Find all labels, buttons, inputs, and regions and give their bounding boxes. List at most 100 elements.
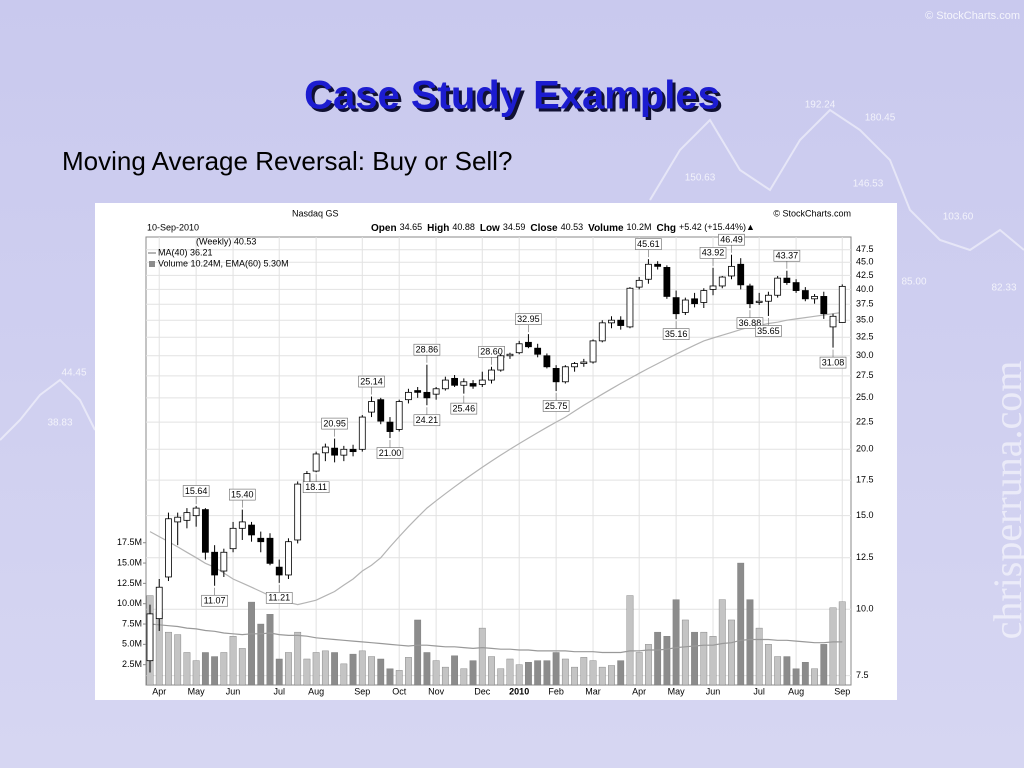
y2-tick-label: 2.5M — [122, 659, 142, 669]
quote-label: Close — [530, 223, 558, 234]
annotation-box — [542, 400, 570, 412]
annotation: 36.88 — [739, 318, 762, 328]
watermark-label: 146.53 — [853, 179, 884, 190]
volume-bar — [303, 658, 311, 686]
y2-tick-label: 7.5M — [122, 618, 142, 628]
candle-body — [377, 399, 385, 422]
candle-body — [423, 391, 431, 399]
annotation: 43.92 — [702, 248, 725, 258]
quote-value: 34.59 — [503, 222, 526, 232]
legend-entry: MA(40) 36.21 — [158, 247, 213, 257]
quote-value: +5.42 (+15.44%)▲ — [679, 222, 755, 232]
volume-bar — [589, 660, 597, 686]
candle-body — [506, 353, 514, 357]
volume-bar — [377, 658, 385, 686]
x-tick-label: Sep — [834, 686, 850, 696]
x-tick-label: 2010 — [509, 686, 529, 696]
candle-body — [820, 296, 828, 315]
volume-bar — [709, 636, 717, 686]
y-tick-label: 12.5 — [856, 552, 874, 562]
x-tick-label: Jun — [226, 686, 241, 696]
candle-body — [626, 287, 634, 328]
candle-body — [497, 355, 505, 371]
annotation: 15.40 — [231, 489, 254, 499]
candle-body — [515, 343, 523, 354]
y-tick-label: 32.5 — [856, 332, 874, 342]
volume-bar — [405, 657, 412, 686]
annotation: 35.65 — [757, 326, 780, 336]
volume-bar — [432, 660, 440, 686]
annotation: 46.49 — [720, 235, 743, 245]
candle-body — [663, 267, 671, 297]
x-tick-label: Dec — [474, 686, 491, 696]
annotation: 25.75 — [545, 401, 568, 411]
volume-bar — [460, 668, 468, 686]
annotation: 21.00 — [379, 448, 402, 458]
candle-body — [571, 363, 578, 368]
volume-bar — [728, 619, 735, 686]
volume-bar — [294, 631, 302, 686]
annotation: 15.64 — [185, 486, 208, 496]
candle-body — [174, 516, 182, 523]
volume-bar — [331, 652, 338, 686]
candle-body — [238, 521, 246, 529]
candle-body — [331, 447, 339, 456]
volume-bar — [229, 636, 237, 686]
volume-bar — [441, 666, 449, 686]
annotation-box — [478, 345, 505, 358]
annotation: 11.21 — [268, 593, 290, 603]
annotation: 43.37 — [776, 251, 799, 261]
candle-body — [589, 340, 597, 363]
candle-body — [248, 524, 255, 536]
volume-bar — [774, 656, 782, 686]
annotation-box — [773, 249, 801, 262]
candle-body — [469, 383, 477, 387]
annotation-box — [635, 238, 662, 250]
volume-bar — [414, 619, 422, 686]
volume-bar — [691, 631, 698, 686]
candle-body — [792, 282, 800, 291]
watermark: chrisperruna.com — [985, 361, 1024, 640]
volume-bar — [718, 599, 726, 686]
volume-bar — [626, 595, 634, 686]
y2-tick-label: 17.5M — [117, 537, 142, 547]
candle-body — [681, 299, 689, 313]
y2-tick-label: 10.0M — [117, 598, 142, 608]
volume-bar — [192, 660, 200, 686]
annotation: 25.46 — [453, 403, 476, 413]
candle-body — [349, 448, 357, 453]
candle-body — [561, 366, 569, 383]
candle-body — [746, 285, 754, 305]
volume-bar — [543, 660, 551, 686]
annotation-box — [718, 233, 745, 246]
quote-value: 34.65 — [400, 222, 423, 232]
candle-body — [709, 285, 717, 290]
quote: Open 34.65 High 40.88 Low 34.59 Close 40.53 Volu… — [371, 222, 755, 233]
candle-body — [718, 276, 726, 287]
candle-body — [321, 446, 329, 454]
annotation: 25.14 — [360, 376, 383, 386]
annotation-box — [755, 325, 782, 337]
volume-bar — [174, 634, 182, 686]
title-shadow: Case Study Examples — [307, 77, 723, 121]
watermark-label: 44.45 — [61, 368, 86, 379]
y-tick-label: 45.0 — [856, 257, 874, 267]
candle-body — [340, 448, 348, 456]
annotation-box — [819, 356, 847, 369]
candle-body — [617, 319, 625, 326]
volume-bar — [700, 631, 708, 686]
watermark-label: 103.60 — [943, 212, 974, 223]
candle-body — [691, 298, 698, 305]
candle-body — [451, 377, 458, 386]
candle-body — [220, 551, 228, 572]
annotation: 28.86 — [416, 345, 439, 355]
volume-bar — [220, 652, 228, 686]
quote-label: Open — [371, 223, 397, 234]
volume-bar — [681, 619, 689, 686]
volume-bar — [663, 636, 671, 686]
candle-body — [700, 290, 708, 303]
x-tick-label: Apr — [152, 686, 166, 696]
volume-bar — [488, 656, 495, 686]
annotation-box — [358, 375, 385, 388]
